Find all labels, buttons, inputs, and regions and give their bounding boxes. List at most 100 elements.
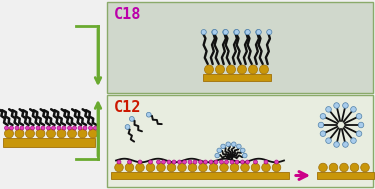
Circle shape xyxy=(115,163,123,172)
Circle shape xyxy=(15,129,24,138)
Bar xyxy=(111,172,289,179)
Circle shape xyxy=(223,29,228,35)
Circle shape xyxy=(199,163,207,172)
Circle shape xyxy=(125,163,134,172)
Circle shape xyxy=(231,142,236,147)
Circle shape xyxy=(4,129,13,138)
Circle shape xyxy=(334,142,339,147)
Bar xyxy=(3,138,95,147)
Circle shape xyxy=(235,160,239,164)
Circle shape xyxy=(78,126,82,130)
Circle shape xyxy=(245,29,250,35)
Circle shape xyxy=(146,163,155,172)
Circle shape xyxy=(201,29,206,35)
Circle shape xyxy=(125,125,130,129)
Circle shape xyxy=(93,126,98,130)
Circle shape xyxy=(26,129,34,138)
Circle shape xyxy=(88,129,98,138)
Circle shape xyxy=(204,65,213,74)
Circle shape xyxy=(68,126,72,130)
Circle shape xyxy=(223,29,228,35)
Circle shape xyxy=(214,160,218,164)
Circle shape xyxy=(36,129,45,138)
Circle shape xyxy=(188,160,192,164)
Circle shape xyxy=(274,160,279,164)
Circle shape xyxy=(26,126,30,130)
Circle shape xyxy=(157,163,165,172)
Circle shape xyxy=(351,107,356,112)
Circle shape xyxy=(237,65,246,74)
Circle shape xyxy=(183,160,186,164)
Circle shape xyxy=(230,163,239,172)
Circle shape xyxy=(226,142,231,147)
Circle shape xyxy=(320,131,326,136)
Circle shape xyxy=(209,163,218,172)
Circle shape xyxy=(217,148,222,153)
Circle shape xyxy=(243,153,247,158)
Circle shape xyxy=(57,126,61,130)
Circle shape xyxy=(340,163,348,172)
Circle shape xyxy=(36,126,40,130)
Circle shape xyxy=(9,126,13,130)
Circle shape xyxy=(361,163,369,172)
Circle shape xyxy=(230,160,234,164)
Circle shape xyxy=(219,160,224,164)
Circle shape xyxy=(245,29,250,35)
Circle shape xyxy=(72,126,76,130)
Circle shape xyxy=(212,29,217,35)
Circle shape xyxy=(30,126,34,130)
Circle shape xyxy=(249,65,258,74)
Circle shape xyxy=(212,29,217,35)
Text: C12: C12 xyxy=(114,100,141,115)
Circle shape xyxy=(46,129,56,138)
Circle shape xyxy=(78,129,87,138)
Circle shape xyxy=(319,163,327,172)
Circle shape xyxy=(234,29,239,35)
Circle shape xyxy=(351,138,356,143)
Circle shape xyxy=(350,163,359,172)
Circle shape xyxy=(326,138,332,143)
Circle shape xyxy=(88,126,93,130)
Circle shape xyxy=(41,126,45,130)
Circle shape xyxy=(46,126,51,130)
Circle shape xyxy=(138,160,142,164)
Circle shape xyxy=(62,126,66,130)
Circle shape xyxy=(272,163,281,172)
Circle shape xyxy=(15,126,19,130)
Circle shape xyxy=(225,160,228,164)
Text: C18: C18 xyxy=(114,7,141,22)
Circle shape xyxy=(329,163,338,172)
Circle shape xyxy=(129,116,134,121)
Circle shape xyxy=(117,160,121,164)
Circle shape xyxy=(237,144,241,149)
Circle shape xyxy=(343,103,348,108)
Circle shape xyxy=(320,114,326,119)
Circle shape xyxy=(262,163,270,172)
Circle shape xyxy=(4,126,9,130)
Circle shape xyxy=(318,122,324,128)
Circle shape xyxy=(256,29,261,35)
Circle shape xyxy=(334,103,339,108)
Bar xyxy=(107,95,373,187)
Circle shape xyxy=(178,163,186,172)
Circle shape xyxy=(148,160,153,164)
Circle shape xyxy=(220,163,228,172)
Circle shape xyxy=(264,160,268,164)
Circle shape xyxy=(256,29,261,35)
Circle shape xyxy=(177,160,182,164)
Circle shape xyxy=(193,160,197,164)
Circle shape xyxy=(162,160,165,164)
Circle shape xyxy=(136,163,144,172)
Circle shape xyxy=(57,129,66,138)
Circle shape xyxy=(128,160,132,164)
Circle shape xyxy=(83,126,87,130)
Circle shape xyxy=(68,129,76,138)
Circle shape xyxy=(358,122,364,128)
Circle shape xyxy=(209,160,213,164)
Circle shape xyxy=(198,160,202,164)
Circle shape xyxy=(241,163,249,172)
Circle shape xyxy=(20,126,24,130)
Circle shape xyxy=(267,29,272,35)
Circle shape xyxy=(215,153,219,158)
Circle shape xyxy=(356,131,362,136)
